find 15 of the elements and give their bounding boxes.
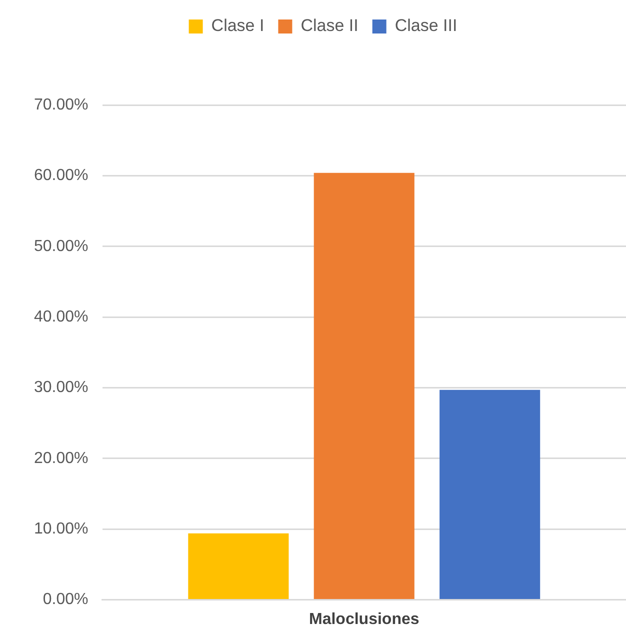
y-tick-label: 50.00% <box>34 238 88 255</box>
y-tick-label: 20.00% <box>34 450 88 467</box>
bar <box>188 533 289 600</box>
y-tick-label: 70.00% <box>34 96 88 114</box>
y-tick-label: 0.00% <box>42 591 88 608</box>
legend-label: Clase II <box>300 16 358 36</box>
y-tick-label: 40.00% <box>34 308 88 326</box>
y-tick-label: 60.00% <box>34 167 88 184</box>
legend-label: Clase I <box>211 16 264 36</box>
y-tick-label: 30.00% <box>34 379 88 396</box>
bar <box>314 172 414 600</box>
legend-label: Clase III <box>394 16 458 36</box>
bar <box>440 390 540 600</box>
x-tick-label: Maloclusiones <box>309 610 420 628</box>
y-tick-label: 10.00% <box>34 520 88 538</box>
